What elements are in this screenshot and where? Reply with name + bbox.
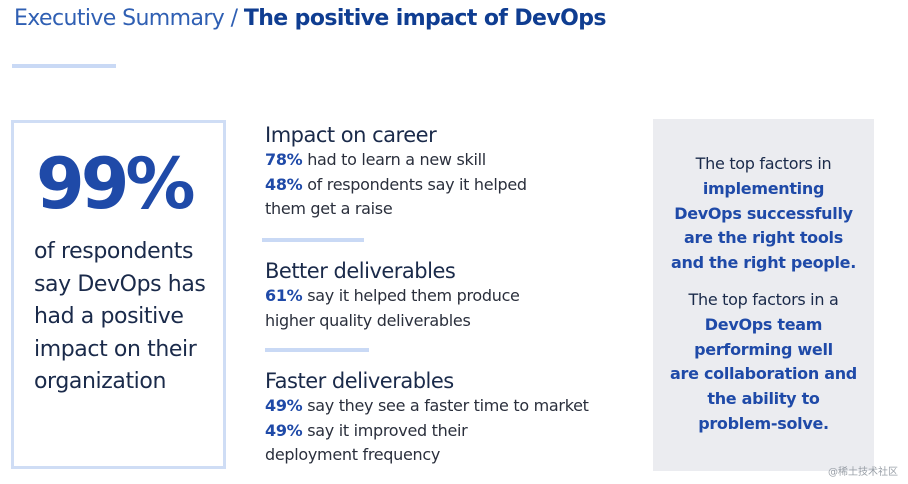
line-text: had to learn a new skill [302, 150, 486, 169]
section-better-deliverables: Better deliverables 61% say it helped th… [265, 258, 520, 333]
section-heading: Impact on career [265, 123, 437, 147]
factor-intro: The top factors in a [688, 290, 839, 309]
line-text: them get a raise [265, 199, 393, 218]
factor-emphasis: implementing [702, 178, 825, 198]
line-text: say it improved their [302, 420, 468, 440]
watermark: @稀土技术社区 [828, 467, 898, 478]
section-divider [262, 238, 364, 242]
factor-emphasis: DevOps successfully [674, 203, 853, 223]
line-text: say it helped them produce [302, 286, 520, 305]
title-underline [12, 64, 116, 68]
factor-emphasis: the ability to [707, 389, 820, 409]
section-line: higher quality deliverables [265, 309, 520, 334]
title-prefix: Executive Summary / [14, 6, 244, 31]
section-line: deployment frequency [265, 443, 589, 468]
section-heading: Better deliverables [265, 259, 456, 283]
section-line: 78% had to learn a new skill [265, 148, 527, 173]
stat-value: 99% [36, 143, 196, 225]
line-pct: 49% [265, 420, 303, 440]
section-line: 49% say they see a faster time to market [265, 394, 589, 419]
key-factors-panel: The top factors in implementing DevOps s… [653, 119, 874, 471]
section-faster-deliverables: Faster deliverables 49% say they see a f… [265, 368, 589, 468]
factors-implementing: The top factors in implementing DevOps s… [653, 152, 874, 276]
section-divider [265, 348, 369, 352]
factor-emphasis: DevOps team [704, 314, 823, 334]
section-line: 61% say it helped them produce [265, 284, 520, 309]
factor-emphasis: are collaboration and [670, 364, 857, 384]
factor-intro: The top factors in [695, 154, 832, 173]
line-text: higher quality deliverables [265, 310, 471, 330]
section-line: 49% say it improved their [265, 419, 589, 444]
section-line: them get a raise [265, 197, 527, 222]
section-heading: Faster deliverables [265, 369, 454, 393]
page-title: Executive Summary / The positive impact … [14, 6, 606, 31]
factor-emphasis: problem-solve. [698, 413, 829, 433]
line-pct: 49% [265, 396, 303, 415]
factor-emphasis: performing well [694, 339, 833, 359]
stat-card: 99% of respondents say DevOps has had a … [11, 120, 226, 469]
factor-emphasis: are the right tools [684, 228, 843, 248]
line-pct: 61% [265, 286, 303, 305]
section-line: 48% of respondents say it helped [265, 173, 527, 198]
section-impact-on-career: Impact on career 78% had to learn a new … [265, 122, 527, 222]
line-text: of respondents say it helped [302, 174, 527, 194]
line-text: deployment frequency [265, 445, 441, 464]
stat-description: of respondents say DevOps has had a posi… [34, 239, 206, 394]
line-pct: 48% [265, 174, 303, 194]
line-text: say they see a faster time to market [302, 396, 589, 415]
title-main: The positive impact of DevOps [243, 6, 607, 31]
line-pct: 78% [265, 150, 303, 169]
factor-emphasis: and the right people. [671, 253, 856, 273]
factors-team-performance: The top factors in a DevOps team perform… [653, 288, 874, 437]
